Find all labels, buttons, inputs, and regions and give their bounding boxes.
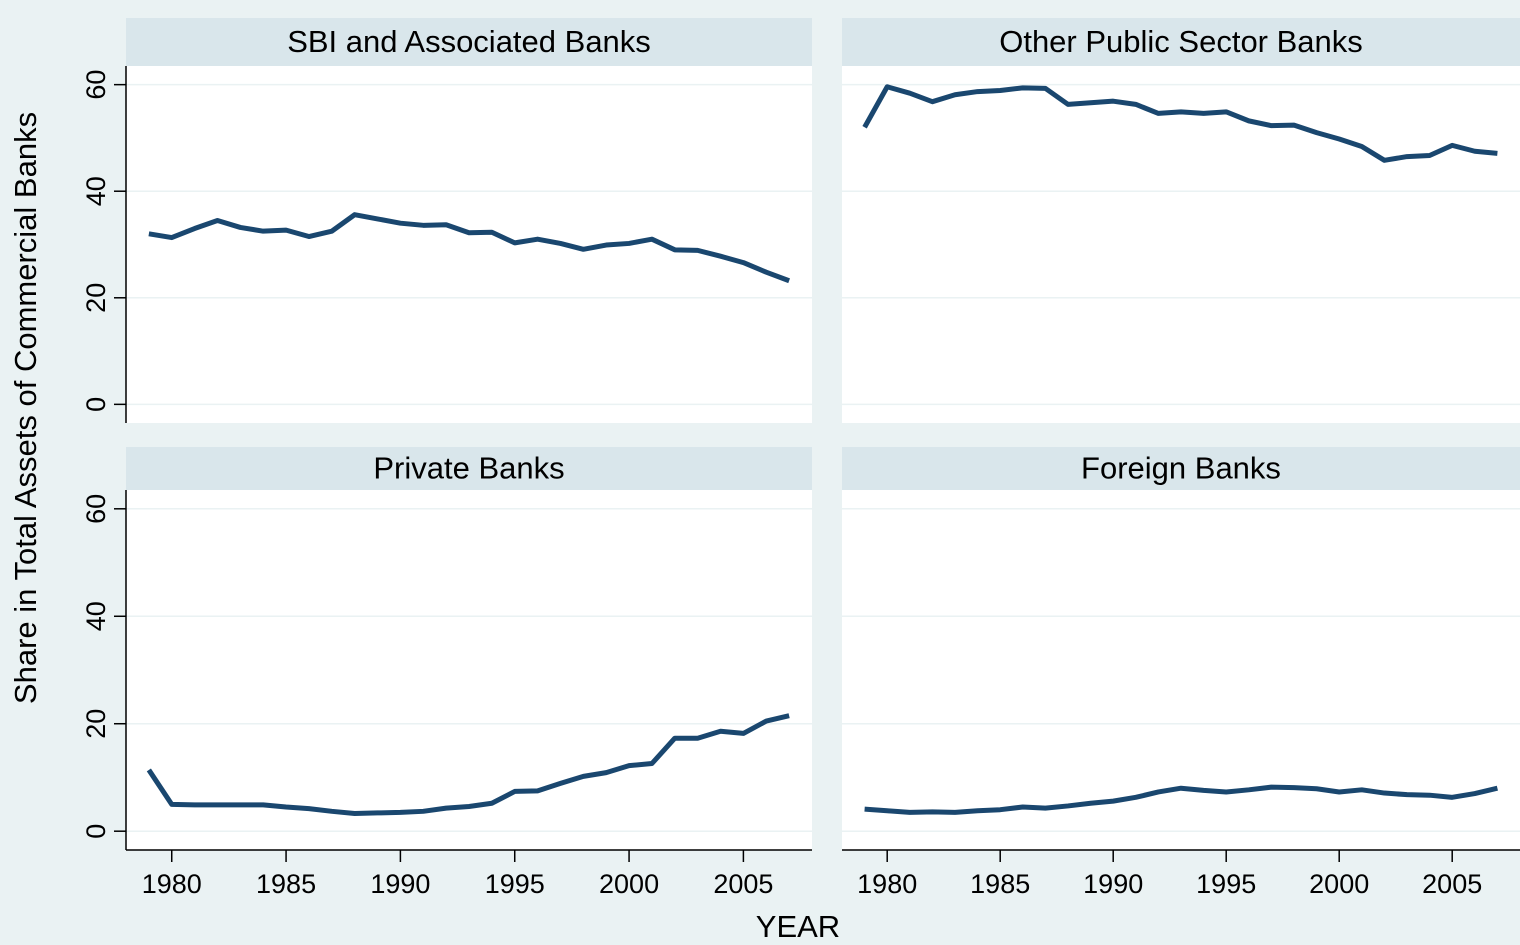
x-tick-label: 2005 xyxy=(1422,869,1482,899)
x-tick-label: 1985 xyxy=(970,869,1030,899)
x-tick-label: 1995 xyxy=(485,869,545,899)
panel-title: Foreign Banks xyxy=(1081,451,1281,486)
panel-title: SBI and Associated Banks xyxy=(287,24,651,59)
y-tick-label: 0 xyxy=(81,397,111,412)
panel-header xyxy=(842,447,1520,490)
y-tick-label: 20 xyxy=(81,283,111,313)
panel-title: Other Public Sector Banks xyxy=(999,24,1363,59)
data-line xyxy=(862,84,1498,163)
y-tick-label: 20 xyxy=(81,709,111,739)
x-tick-label: 1985 xyxy=(256,869,316,899)
y-tick-label: 40 xyxy=(81,176,111,206)
x-tick-label: 1980 xyxy=(142,869,202,899)
data-line xyxy=(146,713,790,816)
x-tick-label: 1990 xyxy=(370,869,430,899)
x-tick-label: 1990 xyxy=(1083,869,1143,899)
x-tick-label: 2000 xyxy=(1309,869,1369,899)
y-axis-title: Share in Total Assets of Commercial Bank… xyxy=(8,112,43,704)
x-tick-label: 1980 xyxy=(857,869,917,899)
panel-header xyxy=(842,18,1520,66)
y-tick-label: 40 xyxy=(81,601,111,631)
panel-header xyxy=(126,18,812,66)
x-tick-label: 2000 xyxy=(599,869,659,899)
panel-title: Private Banks xyxy=(373,451,564,486)
plot-area xyxy=(842,66,1520,423)
plot-area xyxy=(126,490,812,850)
data-line xyxy=(148,212,791,284)
data-line xyxy=(864,784,1498,815)
y-tick-label: 0 xyxy=(81,824,111,839)
y-tick-label: 60 xyxy=(81,494,111,524)
x-tick-label: 2005 xyxy=(713,869,773,899)
panel-header xyxy=(126,447,812,490)
x-tick-label: 1995 xyxy=(1196,869,1256,899)
y-tick-label: 60 xyxy=(81,70,111,100)
x-axis-title: YEAR xyxy=(756,909,840,944)
plot-area xyxy=(126,66,812,423)
